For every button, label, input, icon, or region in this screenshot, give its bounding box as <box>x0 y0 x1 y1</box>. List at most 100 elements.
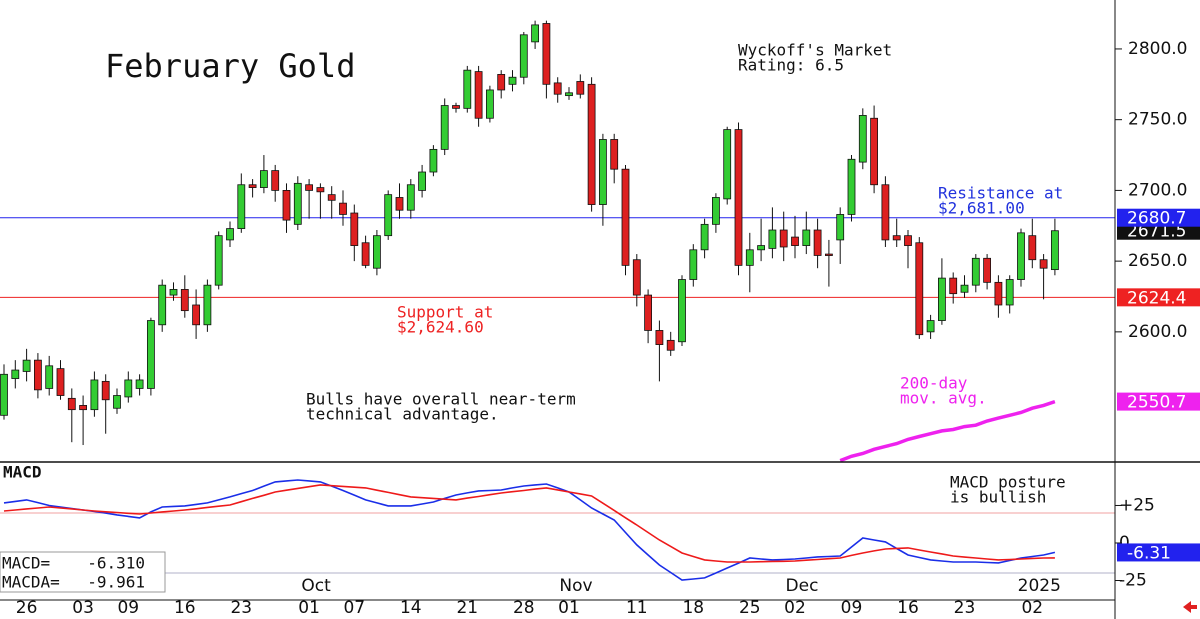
candle-body <box>135 379 144 389</box>
candle-body <box>372 235 381 269</box>
candle-body <box>56 368 65 396</box>
macd-y-tick-label: 0 <box>1119 533 1130 553</box>
candle-body <box>395 197 404 211</box>
candle-body <box>881 184 890 241</box>
x-tick-label: 21 <box>456 598 478 618</box>
candle-body <box>203 284 212 326</box>
macd-box-label: -6.31 <box>1127 543 1171 563</box>
annotation: Resistance at <box>938 184 1063 203</box>
candle-body <box>870 117 878 186</box>
candle-body <box>960 284 969 293</box>
macd-line <box>3 484 1055 563</box>
candle-body <box>429 148 438 173</box>
candle-body <box>0 373 8 416</box>
y-tick-label: 2700.0 <box>1128 180 1187 200</box>
candle-body <box>971 257 980 286</box>
candle-body <box>293 182 302 225</box>
candle-body <box>599 139 607 205</box>
x-tick-label: 09 <box>841 598 863 618</box>
candle-body <box>734 129 743 266</box>
annotation: is bullish <box>950 488 1046 507</box>
readout-value: -9.961 <box>87 573 145 592</box>
candle-body <box>214 235 223 286</box>
candle-body <box>180 289 189 312</box>
price-box <box>1117 392 1200 411</box>
candle-body <box>723 129 732 200</box>
readout-box <box>0 551 166 593</box>
candle-body <box>994 281 1003 306</box>
candle-body <box>101 380 110 401</box>
candle-body <box>508 76 517 85</box>
macd-box <box>1117 543 1200 562</box>
candle-body <box>938 277 946 321</box>
candle-body <box>1028 235 1037 261</box>
macd-y-tick-label: -25 <box>1119 570 1147 590</box>
annotation: MACD posture <box>950 473 1066 492</box>
candle-body <box>621 168 630 266</box>
annotation: $2,624.60 <box>397 318 484 337</box>
candle-body <box>350 212 359 246</box>
annotation: Bulls have overall near-term <box>306 390 576 409</box>
candle-body <box>79 405 87 411</box>
scroll-arrow[interactable] <box>1183 601 1197 613</box>
candle-body <box>384 194 393 237</box>
x-tick-label: 28 <box>513 598 535 618</box>
candles <box>0 20 1059 462</box>
candle-body <box>610 139 619 170</box>
annotation: Wyckoff's Market <box>738 41 892 60</box>
y-tick-label: 2600.0 <box>1128 322 1187 342</box>
x-tick-label: 07 <box>343 598 365 618</box>
candle-body <box>632 259 641 296</box>
candle-body <box>836 214 845 241</box>
x-tick-label: 16 <box>174 598 196 618</box>
readout-name: MACDA= <box>2 573 60 592</box>
macd-line <box>3 479 1056 581</box>
candle-body <box>542 23 551 85</box>
candle-body <box>745 249 754 266</box>
candle-body <box>565 92 573 97</box>
candle-body <box>553 82 562 95</box>
candle-body <box>779 229 788 248</box>
moving-average <box>839 399 1056 462</box>
y-tick-label: 2750.0 <box>1128 110 1187 130</box>
price-box-label: 2624.4 <box>1127 288 1186 308</box>
price-box-label: 2550.7 <box>1127 393 1186 413</box>
candle-body <box>1017 232 1025 280</box>
candle-body <box>655 330 664 345</box>
candle-body <box>666 339 675 351</box>
candle-body <box>406 184 415 211</box>
month-label: 2025 <box>1018 576 1061 596</box>
candle-body <box>712 197 720 225</box>
candle-body <box>926 320 935 333</box>
y-tick-label: 2650.0 <box>1128 251 1187 271</box>
macd-y-tick-label: +25 <box>1119 495 1155 515</box>
candle-body <box>1051 230 1059 271</box>
macd-lines <box>3 479 1056 581</box>
x-tick-label: 03 <box>72 598 94 618</box>
candle-body <box>915 242 924 336</box>
candle-body <box>11 369 20 379</box>
x-tick-label: 02 <box>1021 598 1043 618</box>
candle-body <box>1039 259 1048 269</box>
candle-body <box>485 89 494 119</box>
candle-body <box>226 228 234 241</box>
x-tick-label: 25 <box>739 598 761 618</box>
candle-body <box>316 187 325 193</box>
candle-body <box>237 184 246 229</box>
x-tick-label: 09 <box>117 598 139 618</box>
candle-body <box>282 190 291 221</box>
chart-title: February Gold <box>105 47 355 85</box>
candle-body <box>22 359 31 372</box>
x-tick-label: 02 <box>784 598 806 618</box>
candle-body <box>757 245 765 251</box>
x-tick-label: 16 <box>897 598 919 618</box>
candle-body <box>791 236 799 246</box>
x-tick-label: 11 <box>626 598 648 618</box>
macd-title: MACD <box>3 463 42 482</box>
candle-body <box>904 235 912 246</box>
candle-body <box>802 229 811 246</box>
price-box <box>1117 208 1200 227</box>
candle-body <box>678 279 686 343</box>
